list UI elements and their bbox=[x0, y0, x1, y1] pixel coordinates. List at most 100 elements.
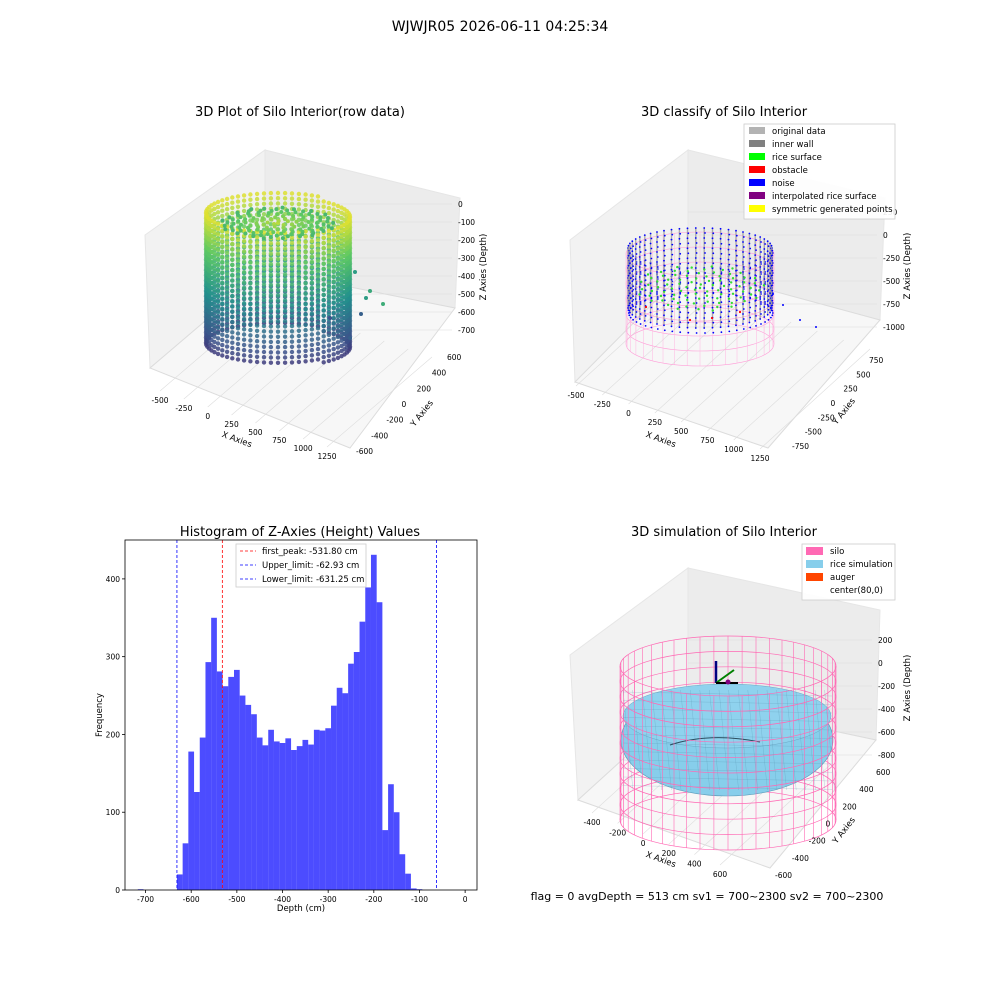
histogram-bar bbox=[211, 617, 217, 890]
classify-noise-point bbox=[735, 309, 738, 312]
classify-noise-point bbox=[727, 268, 730, 271]
raw-point bbox=[331, 341, 336, 347]
raw-point bbox=[235, 352, 241, 357]
sim-surface-mesh-line bbox=[824, 689, 835, 791]
raw-point bbox=[215, 320, 221, 325]
histogram-bar bbox=[399, 854, 406, 890]
raw-point bbox=[248, 281, 253, 286]
raw-point bbox=[268, 251, 274, 256]
classify-rice-point bbox=[710, 265, 713, 268]
raw-surface-point bbox=[326, 216, 330, 220]
status-footer: flag = 0 avgDepth = 513 cm sv1 = 700~230… bbox=[531, 890, 884, 903]
raw-point bbox=[254, 313, 260, 318]
classify-rice-point bbox=[730, 301, 733, 305]
raw-point bbox=[212, 246, 217, 251]
raw-point bbox=[331, 357, 336, 362]
raw-point bbox=[268, 267, 274, 272]
classify-noise-point bbox=[712, 252, 715, 255]
classify-noise-point bbox=[671, 233, 674, 236]
raw-surface-point bbox=[286, 211, 291, 216]
classify-noise-point bbox=[754, 244, 757, 247]
raw-point bbox=[212, 225, 217, 230]
classify-noise-point bbox=[634, 288, 637, 290]
raw-surface-point bbox=[309, 209, 314, 213]
raw-point bbox=[224, 313, 230, 318]
raw-point bbox=[309, 316, 315, 322]
raw-point bbox=[241, 347, 247, 353]
classify-noise-point bbox=[678, 296, 681, 299]
raw-point bbox=[331, 274, 336, 279]
raw-point bbox=[289, 297, 295, 303]
classify-noise-point bbox=[711, 306, 714, 309]
raw-point bbox=[335, 324, 341, 329]
classify-noise-point bbox=[735, 319, 738, 322]
classify-noise-point bbox=[728, 300, 731, 303]
raw-point bbox=[331, 295, 336, 300]
classify-noise-point bbox=[770, 264, 773, 267]
raw-x-gridline bbox=[207, 316, 313, 408]
raw-point bbox=[303, 202, 308, 208]
classify-noise-point bbox=[727, 305, 730, 308]
raw-point bbox=[220, 239, 225, 244]
classify-noise-point bbox=[769, 292, 771, 295]
raw-point bbox=[303, 229, 308, 234]
histogram-bar bbox=[273, 741, 280, 890]
raw-point bbox=[335, 340, 341, 345]
cls-x-tick: 750 bbox=[700, 436, 715, 445]
raw-point bbox=[220, 244, 225, 249]
raw-surface-point bbox=[310, 233, 315, 238]
classify-noise-point bbox=[650, 257, 653, 260]
raw-point bbox=[282, 201, 288, 206]
raw-surface-point bbox=[274, 207, 279, 212]
sim-surface-mesh-line bbox=[622, 759, 833, 765]
classify-rice-point bbox=[719, 279, 722, 282]
raw-point bbox=[212, 277, 217, 282]
classify-noise-point bbox=[631, 290, 634, 293]
classify-rice-point bbox=[731, 292, 735, 295]
classify-noise-point bbox=[638, 296, 641, 298]
classify-rice-point bbox=[670, 287, 674, 290]
classify-noise-point bbox=[764, 263, 766, 265]
raw-point bbox=[215, 336, 221, 341]
raw-surface-point bbox=[268, 235, 273, 240]
histogram-x-tick-label: -700 bbox=[137, 895, 154, 904]
histogram-bar bbox=[342, 693, 349, 890]
classify-rice-point bbox=[728, 272, 732, 276]
raw-surface-point bbox=[238, 228, 243, 233]
raw-point bbox=[339, 255, 344, 260]
classify-noise-point bbox=[629, 292, 631, 295]
raw-point bbox=[335, 214, 341, 219]
classify-noise-point bbox=[656, 271, 658, 273]
classify-rice-point bbox=[659, 294, 663, 298]
classify-noise-point bbox=[695, 272, 698, 274]
raw-point bbox=[261, 360, 267, 365]
raw-point bbox=[212, 251, 217, 256]
raw-surface-point bbox=[276, 218, 281, 223]
raw-point bbox=[315, 294, 321, 300]
raw-surface-point bbox=[271, 230, 276, 235]
raw-point bbox=[315, 194, 321, 199]
classify-noise-point bbox=[679, 301, 682, 304]
raw-point bbox=[241, 203, 247, 208]
classify-noise-point bbox=[728, 253, 731, 256]
classify-noise-point bbox=[663, 239, 665, 242]
histogram-bar bbox=[313, 729, 320, 890]
classify-noise-point bbox=[638, 256, 641, 258]
raw-point bbox=[303, 353, 308, 359]
classify-noise-point bbox=[764, 301, 766, 303]
classify-noise-point bbox=[632, 305, 634, 308]
classify-noise-point bbox=[650, 237, 653, 240]
raw-point bbox=[241, 193, 247, 198]
raw-point bbox=[220, 296, 225, 301]
classify-noise-point bbox=[694, 237, 697, 239]
raw-point bbox=[289, 196, 295, 201]
raw-point bbox=[331, 315, 336, 321]
classify-noise-point bbox=[720, 291, 723, 294]
classify-rice-point bbox=[720, 293, 723, 296]
classify-noise-point bbox=[767, 275, 770, 278]
classify-noise-point bbox=[670, 325, 673, 328]
cls-y-tick: 250 bbox=[843, 385, 858, 394]
raw-y-tick: 400 bbox=[432, 369, 447, 378]
sim-y-tick: -200 bbox=[809, 837, 826, 846]
